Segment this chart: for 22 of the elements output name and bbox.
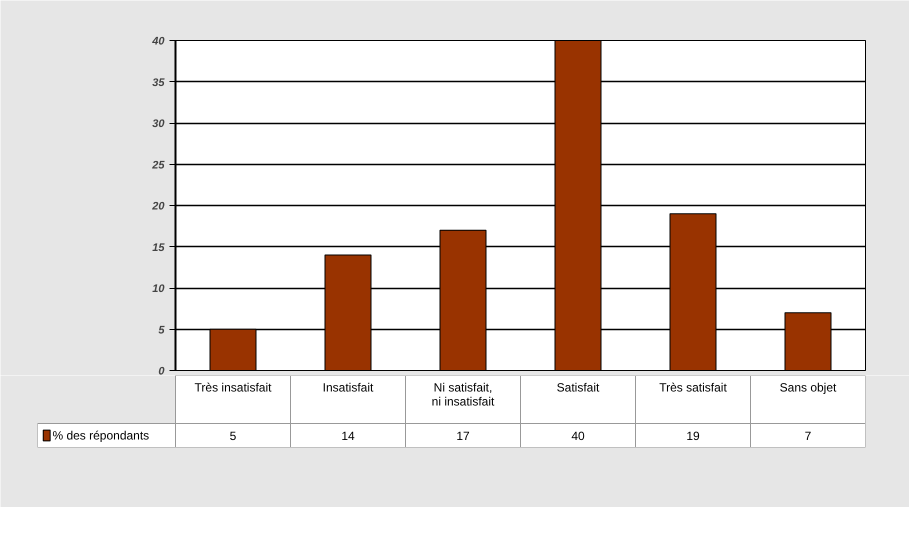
data-label: 5 <box>230 429 237 443</box>
y-tick-label: 25 <box>151 159 166 172</box>
x-tick-label: Insatisfait <box>322 380 374 394</box>
y-tick-label: 20 <box>151 200 166 212</box>
data-label: 40 <box>571 429 585 443</box>
x-tick-label: Très insatisfait <box>194 380 272 394</box>
y-tick-label: 35 <box>152 76 166 89</box>
x-tick-label: Très satisfait <box>659 380 728 394</box>
y-tick-label: 5 <box>158 324 166 336</box>
x-tick-label: Sans objet <box>780 380 838 394</box>
x-tick-label: Ni satisfait, ni insatisfait <box>432 380 496 408</box>
y-tick-label: 15 <box>152 242 166 254</box>
data-label: 17 <box>456 429 470 443</box>
x-tick-label: Satisfait <box>556 380 600 394</box>
y-tick-label: 0 <box>158 366 166 378</box>
y-tick-label: 10 <box>152 283 166 295</box>
data-label: 19 <box>686 429 700 443</box>
data-label: 7 <box>804 429 812 443</box>
y-tick-label: 40 <box>151 36 166 48</box>
data-label: 14 <box>341 429 355 443</box>
y-tick-label: 30 <box>152 118 166 130</box>
legend-label: % des répondants <box>52 428 150 442</box>
